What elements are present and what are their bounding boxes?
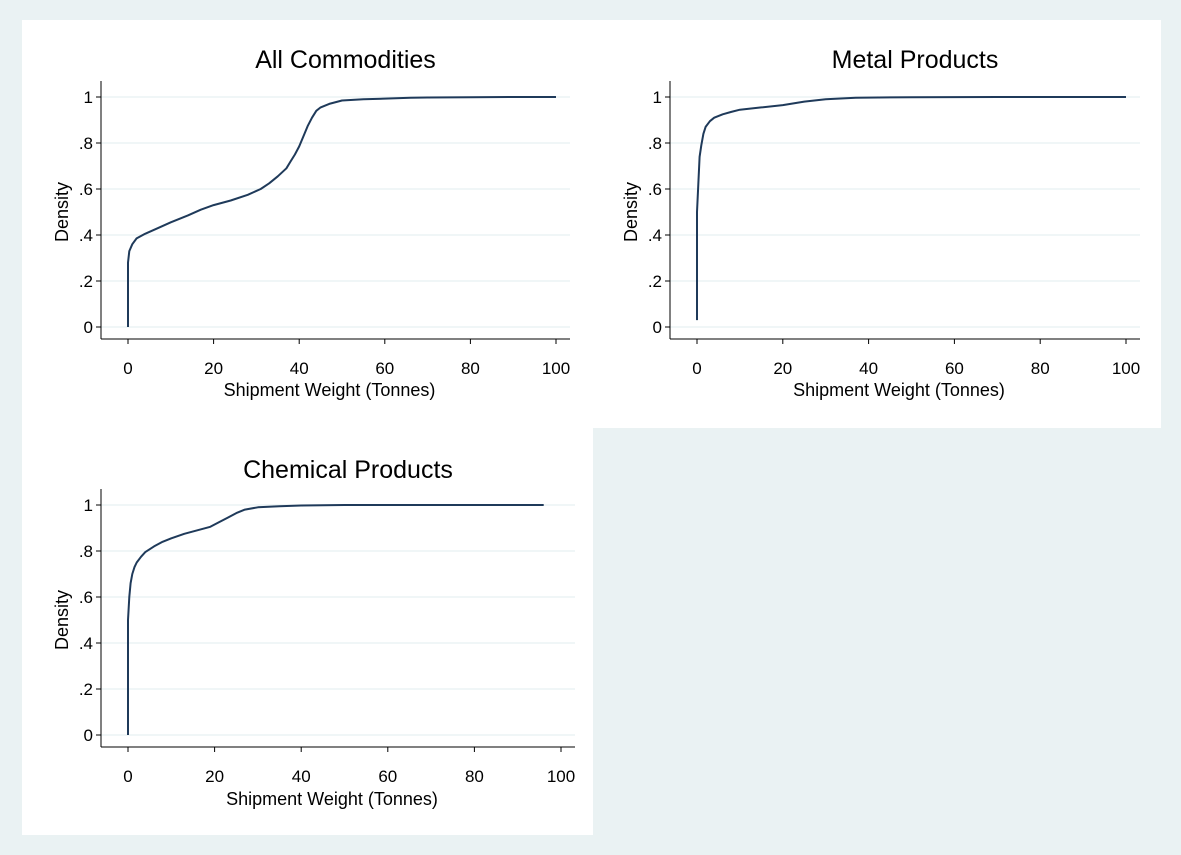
x-tick-label: 80 (1031, 359, 1050, 378)
x-tick-label: 0 (692, 359, 701, 378)
x-tick-label: 60 (378, 767, 397, 786)
y-tick-label: .8 (79, 542, 93, 561)
y-tick-label: 1 (84, 88, 93, 107)
y-tick-label: .2 (79, 272, 93, 291)
x-tick-label: 80 (461, 359, 480, 378)
y-tick-label: .2 (79, 680, 93, 699)
series-line (127, 96, 556, 327)
y-tick-label: 0 (653, 318, 662, 337)
x-tick-label: 0 (123, 767, 132, 786)
chart-title: Metal Products (832, 46, 999, 74)
x-tick-label: 20 (204, 359, 223, 378)
x-tick-label: 100 (542, 359, 570, 378)
y-tick-label: 0 (84, 318, 93, 337)
x-axis-label: Shipment Weight (Tonnes) (226, 789, 438, 809)
y-tick-label: .8 (79, 134, 93, 153)
chart-panel-metal-products: 0 .2 .4 .6 .8 1 0 20 40 60 80 100 Metal Products Ship… (593, 20, 1161, 428)
y-tick-label: .4 (79, 226, 93, 245)
y-tick-label: .4 (79, 634, 93, 653)
x-tick-label: 40 (292, 767, 311, 786)
x-tick-label: 60 (375, 359, 394, 378)
y-tick-label: .6 (648, 180, 662, 199)
y-axis-label: Density (621, 182, 641, 242)
y-axis-label: Density (52, 182, 72, 242)
x-axis-label: Shipment Weight (Tonnes) (224, 380, 436, 400)
y-axis-label: Density (52, 590, 72, 650)
series-line (127, 504, 544, 735)
y-tick-label: .4 (648, 226, 662, 245)
chart-panel-chemical-products: 0 .2 .4 .6 .8 1 0 20 40 60 80 100 Chemical Products S… (22, 428, 593, 835)
series-line (696, 96, 1126, 321)
y-tick-label: .6 (79, 180, 93, 199)
x-tick-label: 20 (773, 359, 792, 378)
y-tick-label: 0 (84, 726, 93, 745)
chart-svg: 0 .2 .4 .6 .8 1 0 20 40 60 80 100 Chemical Products S… (52, 456, 575, 809)
x-tick-label: 40 (290, 359, 309, 378)
chart-title: Chemical Products (243, 456, 453, 484)
x-tick-label: 100 (1112, 359, 1140, 378)
x-tick-label: 100 (547, 767, 575, 786)
chart-svg: 0 .2 .4 .6 .8 1 0 20 40 60 80 100 Metal Products Ship… (621, 46, 1140, 400)
x-axis-label: Shipment Weight (Tonnes) (793, 380, 1005, 400)
y-tick-label: .2 (648, 272, 662, 291)
y-tick-label: .6 (79, 588, 93, 607)
x-tick-label: 40 (859, 359, 878, 378)
chart-title: All Commodities (255, 46, 436, 74)
chart-panel-all-commodities: 0 .2 .4 .6 .8 1 0 20 40 60 80 100 All Commodities Shi… (22, 20, 593, 428)
chart-svg: 0 .2 .4 .6 .8 1 0 20 40 60 80 100 All Commodities Shi… (52, 46, 570, 400)
y-tick-label: 1 (653, 88, 662, 107)
y-tick-label: .8 (648, 134, 662, 153)
y-tick-label: 1 (84, 496, 93, 515)
x-tick-label: 0 (123, 359, 132, 378)
x-tick-label: 60 (945, 359, 964, 378)
x-tick-label: 80 (465, 767, 484, 786)
x-tick-label: 20 (205, 767, 224, 786)
